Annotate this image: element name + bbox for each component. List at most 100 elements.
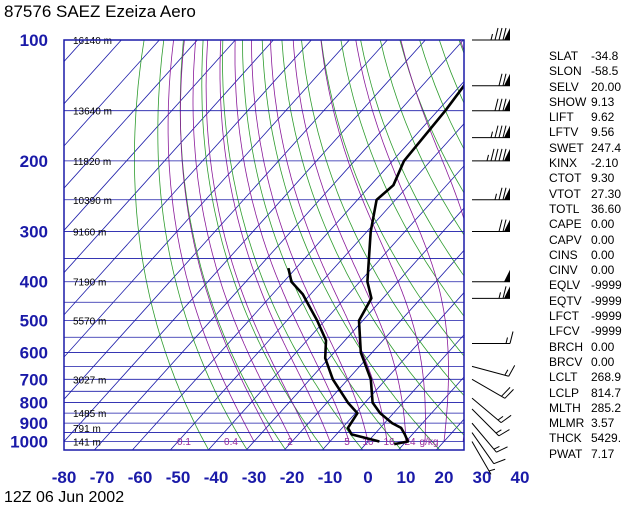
index-row: SHOW 9.13 <box>549 95 639 110</box>
isotherm-line <box>64 40 274 274</box>
height-labels: 16140 m 13640 m 11820 m 10390 m 9160 m 7190 m… <box>73 36 112 448</box>
mixing-ratio-label: 24 <box>404 437 416 448</box>
index-key: CAPE <box>549 217 582 232</box>
height-label: 9160 m <box>73 228 106 239</box>
height-label: 16140 m <box>73 36 112 47</box>
temperature-tick-label: 40 <box>511 468 530 487</box>
index-value: 247.4 <box>591 140 622 155</box>
wind-barb <box>471 397 512 424</box>
dry-adiabat-line <box>301 40 464 397</box>
index-key: LFCV <box>549 324 580 339</box>
pressure-tick-label: 100 <box>20 31 48 50</box>
stability-indices-table: SLAT -34.8 SLON -58.5 SELV 20.00 SHOW 9.13 LIFT 9… <box>549 49 639 462</box>
valid-time: 12Z 06 Jun 2002 <box>4 489 125 506</box>
index-key: SLAT <box>549 49 579 63</box>
temperature-tick-label: -80 <box>52 468 77 487</box>
dry-adiabat-line <box>320 40 464 357</box>
index-key: BRCV <box>549 354 583 369</box>
isotherm-line <box>322 292 464 450</box>
index-key: LFTV <box>549 125 579 140</box>
temperature-tick-label: -10 <box>318 468 343 487</box>
index-value: 9.30 <box>591 171 615 186</box>
index-key: LIFT <box>549 110 574 125</box>
isotherm-line <box>64 40 122 105</box>
index-key: KINX <box>549 156 578 171</box>
temperature-tick-label: -70 <box>90 468 115 487</box>
index-row: LFTV 9.56 <box>549 125 639 140</box>
index-row: CINS 0.00 <box>549 248 639 263</box>
index-key: CAPV <box>549 232 582 247</box>
wind-barbs <box>471 27 516 475</box>
mixing-ratio-labels: 0.1 0.4 2 5 10 16 24 g/kg <box>177 437 438 448</box>
index-key: CTOT <box>549 171 582 186</box>
wind-barb <box>471 408 510 437</box>
height-label: 13640 m <box>73 107 112 118</box>
moist-adiabat-line <box>234 40 350 442</box>
pressure-tick-label: 200 <box>20 152 48 171</box>
wind-barb <box>472 98 510 112</box>
pressure-tick-label: 800 <box>20 394 48 413</box>
moist-adiabat-line <box>292 40 407 442</box>
index-value: 0.00 <box>591 247 615 262</box>
wind-barb <box>472 73 510 87</box>
index-value: 36.60 <box>591 201 622 216</box>
isotherm-line <box>64 40 312 316</box>
dry-adiabat-line <box>201 40 325 450</box>
index-row: KINX -2.10 <box>549 156 639 171</box>
height-label: 791 m <box>73 424 101 435</box>
index-value: 268.9 <box>591 370 622 385</box>
dry-adiabat-line <box>157 40 248 450</box>
isotherm-line <box>284 249 464 450</box>
index-value: 9.56 <box>591 125 615 140</box>
index-key: VTOT <box>549 186 581 201</box>
index-key: MLTH <box>549 400 581 415</box>
index-row: LIFT 9.62 <box>549 110 639 125</box>
index-row: SLON -58.5 <box>549 64 639 79</box>
index-key: TOTL <box>549 201 580 216</box>
index-value: -9999 <box>591 324 622 339</box>
pressure-tick-label: 500 <box>20 312 48 331</box>
index-value: 20.00 <box>591 79 622 94</box>
index-row: EQLV -9999 <box>549 278 639 293</box>
wind-barb <box>472 148 510 162</box>
temperature-tick-label: -60 <box>128 468 153 487</box>
index-value: 0.00 <box>591 339 615 354</box>
isotherm-line <box>94 40 464 450</box>
temperature-tick-label: -30 <box>242 468 267 487</box>
index-row: LCLT 268.9 <box>549 370 639 385</box>
wind-barb <box>472 331 514 344</box>
isotherm-line <box>64 40 160 147</box>
sounding-profiles <box>287 82 464 446</box>
temperature-tick-label: 30 <box>473 468 492 487</box>
dewpoint-profile-line <box>287 267 380 443</box>
wind-barb <box>472 27 510 41</box>
index-key: THCK <box>549 431 582 446</box>
pressure-tick-label: 300 <box>20 223 48 242</box>
isotherm-line <box>64 40 236 231</box>
index-value: 814.7 <box>591 385 622 400</box>
index-row: SELV 20.00 <box>549 80 639 95</box>
temperature-tick-label: -40 <box>204 468 229 487</box>
height-label: 141 m <box>73 437 101 448</box>
height-label: 10390 m <box>73 196 112 207</box>
isotherm-line <box>208 165 464 450</box>
index-key: CINS <box>549 247 578 262</box>
temperature-tick-label: -20 <box>280 468 305 487</box>
index-row: LCLP 814.7 <box>549 386 639 401</box>
index-key: LCLP <box>549 385 580 400</box>
height-label: 5570 m <box>73 317 106 328</box>
mixing-ratio-label: 10 <box>362 437 374 448</box>
isotherm-line <box>398 376 464 450</box>
isotherm-line <box>132 80 464 450</box>
index-key: BRCH <box>549 339 584 354</box>
index-value: -2.10 <box>591 156 619 171</box>
wind-barb <box>471 365 516 377</box>
wind-barb <box>471 378 514 399</box>
index-row: EQTV -9999 <box>549 294 639 309</box>
mixing-ratio-label: 16 <box>383 437 395 448</box>
dry-adiabat-line <box>179 40 287 450</box>
dry-adiabat-line <box>360 40 464 277</box>
index-value: 285.2 <box>591 400 622 415</box>
